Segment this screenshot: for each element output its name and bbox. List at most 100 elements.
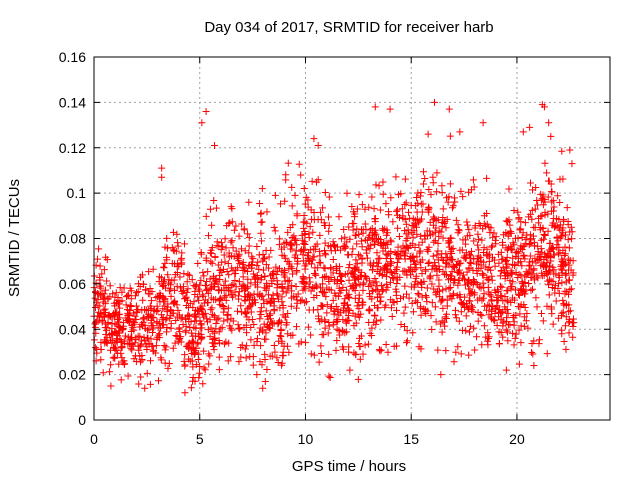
data-point: [485, 288, 493, 296]
data-point: [505, 185, 513, 193]
data-point: [323, 284, 331, 292]
data-point: [107, 382, 115, 390]
data-point: [363, 249, 371, 257]
data-point: [535, 340, 543, 348]
data-point: [388, 269, 396, 277]
data-point: [569, 269, 577, 277]
data-point: [306, 278, 314, 286]
data-point: [393, 279, 401, 287]
data-point: [398, 205, 406, 213]
data-point: [198, 119, 206, 127]
data-point: [494, 296, 502, 304]
data-point: [433, 169, 441, 177]
data-point: [194, 350, 202, 358]
data-point: [442, 347, 450, 355]
data-point: [505, 216, 513, 224]
data-point: [322, 293, 330, 301]
data-point: [286, 260, 294, 268]
data-point: [404, 226, 412, 234]
data-point: [225, 271, 233, 279]
data-point: [495, 339, 503, 347]
data-point: [446, 284, 454, 292]
data-point: [241, 345, 249, 353]
data-point: [234, 307, 242, 315]
data-point: [341, 233, 349, 241]
data-point: [341, 295, 349, 303]
x-tick-label: 0: [90, 431, 98, 447]
data-point: [334, 292, 342, 300]
data-point: [218, 323, 226, 331]
data-point: [356, 271, 364, 279]
data-point: [196, 362, 204, 370]
data-point: [370, 205, 378, 213]
data-point: [282, 321, 290, 329]
data-point: [143, 346, 151, 354]
data-point: [237, 343, 245, 351]
data-point: [478, 312, 486, 320]
data-point: [346, 235, 354, 243]
data-point: [526, 236, 534, 244]
data-point: [466, 322, 474, 330]
data-point: [324, 213, 332, 221]
data-point: [558, 312, 566, 320]
data-point: [259, 251, 267, 259]
data-point: [414, 199, 422, 207]
data-point: [191, 377, 199, 385]
data-point: [106, 293, 114, 301]
data-point: [436, 293, 444, 301]
data-point: [361, 272, 369, 280]
data-point: [201, 366, 209, 374]
data-point: [446, 292, 454, 300]
data-point: [178, 287, 186, 295]
data-point: [141, 336, 149, 344]
data-point: [411, 219, 419, 227]
data-point: [443, 194, 451, 202]
data-point: [160, 264, 168, 272]
data-point: [131, 292, 139, 300]
data-point: [439, 205, 447, 213]
data-point: [181, 389, 189, 397]
data-point: [511, 334, 519, 342]
data-point: [507, 299, 515, 307]
data-point: [223, 268, 231, 276]
data-point: [508, 294, 516, 302]
data-point: [554, 192, 562, 200]
data-point: [127, 295, 135, 303]
data-point: [216, 266, 224, 274]
data-point: [514, 208, 522, 216]
data-point: [544, 193, 552, 201]
data-point: [319, 280, 327, 288]
data-point: [207, 258, 215, 266]
data-point: [187, 384, 195, 392]
data-point: [249, 361, 257, 369]
data-point: [371, 240, 379, 248]
data-point: [359, 350, 367, 358]
data-point: [263, 208, 271, 216]
data-point: [147, 311, 155, 319]
data-point: [565, 319, 573, 327]
data-point: [479, 279, 487, 287]
data-point: [165, 287, 173, 295]
data-point: [152, 294, 160, 302]
data-point: [103, 334, 111, 342]
data-point: [442, 224, 450, 232]
data-point: [340, 304, 348, 312]
data-point: [102, 331, 110, 339]
data-point: [518, 233, 526, 241]
data-point: [427, 312, 435, 320]
data-point: [537, 245, 545, 253]
data-point: [498, 283, 506, 291]
data-point: [381, 303, 389, 311]
data-point: [342, 308, 350, 316]
data-point: [401, 175, 409, 183]
data-point: [265, 264, 273, 272]
data-point: [530, 238, 538, 246]
data-point: [433, 188, 441, 196]
data-point: [204, 232, 212, 240]
data-point: [475, 246, 483, 254]
data-point: [160, 321, 168, 329]
data-point: [503, 296, 511, 304]
data-point: [541, 198, 549, 206]
data-point: [536, 252, 544, 260]
data-point: [161, 346, 169, 354]
